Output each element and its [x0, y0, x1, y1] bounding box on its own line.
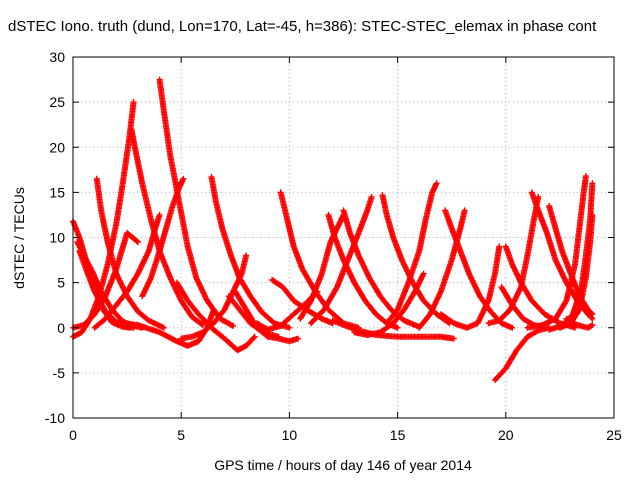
x-tick-label: 20 [498, 427, 514, 443]
data-point [198, 321, 205, 328]
series-22 [308, 193, 375, 327]
series-39 [563, 315, 596, 331]
data-point [180, 175, 187, 182]
data-point [210, 306, 217, 313]
data-point [582, 173, 589, 180]
series-15 [225, 293, 282, 340]
x-tick-label: 10 [282, 427, 298, 443]
series-4 [70, 230, 141, 331]
series-27 [416, 207, 468, 331]
y-tick-label: 10 [49, 230, 65, 246]
data-point [588, 310, 595, 317]
x-tick-label: 15 [390, 427, 406, 443]
series-6 [128, 126, 206, 328]
data-point [433, 180, 440, 187]
data-point [368, 193, 375, 200]
data-point [286, 324, 293, 331]
series-38 [556, 211, 596, 331]
series-26 [383, 180, 440, 327]
y-tick-label: -5 [53, 365, 66, 381]
series-2 [76, 248, 133, 331]
y-tick-label: 25 [49, 94, 65, 110]
data-point [134, 239, 141, 245]
data-point [450, 335, 457, 342]
data-marks [70, 76, 596, 384]
series-29 [437, 243, 503, 331]
y-tick-label: 0 [57, 320, 65, 336]
data-point [160, 324, 167, 331]
data-point [461, 207, 468, 214]
x-axis-label: GPS time / hours of day 146 of year 2014 [214, 457, 472, 473]
series-25 [329, 317, 457, 342]
data-point [589, 322, 596, 328]
data-point [394, 324, 401, 331]
data-point [251, 333, 258, 340]
data-point [230, 322, 237, 329]
series-21 [340, 207, 423, 330]
y-tick-label: 30 [49, 49, 65, 65]
x-tick-label: 0 [69, 427, 77, 443]
data-point [589, 211, 596, 218]
x-tick-label: 5 [177, 427, 185, 443]
series-9 [139, 175, 187, 300]
series-30 [492, 324, 553, 384]
series-5 [93, 175, 167, 331]
chart-title: dSTEC Iono. truth (dund, Lon=170, Lat=-4… [8, 18, 597, 35]
data-point [250, 334, 257, 341]
data-point [133, 238, 140, 244]
data-point [295, 335, 302, 342]
data-point [243, 252, 250, 259]
series-7 [156, 76, 237, 329]
y-axis-label: dSTEC / TECUs [11, 187, 27, 289]
y-tick-label: 20 [49, 139, 65, 155]
data-point [496, 243, 503, 250]
data-point [589, 311, 596, 318]
axis-ticks: 0 5 10 15 20 25 -10 -5 0 5 10 15 20 25 30 [45, 49, 622, 443]
data-point [156, 211, 163, 218]
y-tick-label: -10 [45, 410, 65, 426]
data-point [130, 99, 137, 106]
data-point [275, 333, 282, 340]
series-36 [524, 173, 589, 331]
data-point [199, 322, 206, 328]
data-point [509, 324, 516, 331]
y-tick-label: 15 [49, 184, 65, 200]
y-tick-label: 5 [57, 275, 65, 291]
data-point [420, 270, 427, 277]
series-8 [91, 211, 163, 331]
x-tick-label: 25 [606, 427, 622, 443]
data-point [589, 180, 596, 187]
